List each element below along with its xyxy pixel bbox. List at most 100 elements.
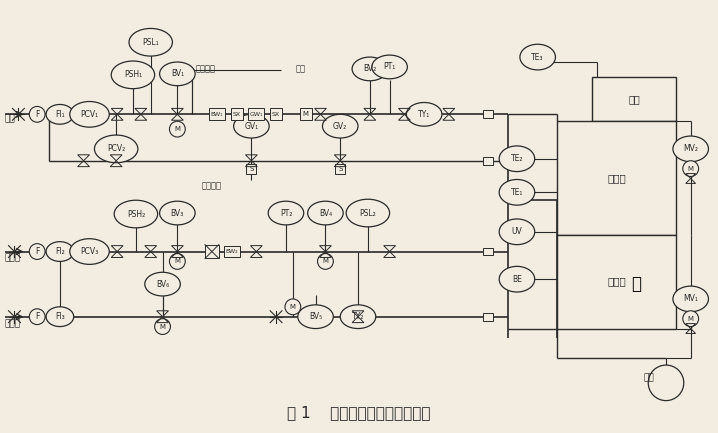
Circle shape bbox=[29, 309, 45, 325]
Bar bbox=[246, 164, 256, 174]
Bar bbox=[230, 108, 243, 120]
Ellipse shape bbox=[298, 305, 333, 329]
Text: S: S bbox=[249, 165, 253, 171]
Ellipse shape bbox=[340, 305, 376, 329]
Text: M: M bbox=[174, 259, 180, 265]
Circle shape bbox=[29, 244, 45, 259]
Text: FI₂: FI₂ bbox=[55, 247, 65, 256]
Text: 风机: 风机 bbox=[643, 373, 654, 382]
Text: TE₂: TE₂ bbox=[510, 154, 523, 163]
Text: 烟道: 烟道 bbox=[628, 94, 640, 104]
Text: BV₅: BV₅ bbox=[309, 312, 322, 321]
Bar bbox=[483, 157, 493, 165]
Ellipse shape bbox=[372, 55, 407, 79]
Text: PCV₁: PCV₁ bbox=[80, 110, 98, 119]
Text: 吹扫蒸气: 吹扫蒸气 bbox=[202, 181, 222, 190]
Circle shape bbox=[683, 311, 699, 326]
Circle shape bbox=[285, 299, 301, 315]
Text: PCV₃: PCV₃ bbox=[80, 247, 98, 256]
Ellipse shape bbox=[114, 200, 158, 228]
Text: F: F bbox=[35, 247, 39, 256]
Text: FI₁: FI₁ bbox=[55, 110, 65, 119]
Text: PSH₁: PSH₁ bbox=[124, 70, 142, 79]
Text: BW₁: BW₁ bbox=[210, 112, 223, 117]
Circle shape bbox=[169, 253, 185, 269]
Bar bbox=[209, 108, 225, 120]
Ellipse shape bbox=[322, 114, 358, 138]
Text: M: M bbox=[688, 316, 694, 322]
Ellipse shape bbox=[520, 44, 556, 70]
Text: M: M bbox=[174, 126, 180, 132]
Text: MV₂: MV₂ bbox=[684, 144, 698, 153]
Text: BV₄: BV₄ bbox=[319, 209, 332, 217]
Text: TE₃: TE₃ bbox=[531, 52, 544, 61]
Ellipse shape bbox=[352, 57, 388, 81]
Ellipse shape bbox=[499, 146, 535, 171]
Circle shape bbox=[317, 253, 333, 269]
Text: PT₁: PT₁ bbox=[383, 62, 396, 71]
Ellipse shape bbox=[145, 272, 180, 296]
Ellipse shape bbox=[308, 201, 343, 225]
Bar bbox=[483, 248, 493, 255]
Ellipse shape bbox=[673, 286, 709, 312]
Bar bbox=[557, 235, 676, 329]
Ellipse shape bbox=[499, 219, 535, 245]
Bar bbox=[335, 164, 345, 174]
Text: SX: SX bbox=[272, 112, 280, 117]
Ellipse shape bbox=[46, 242, 74, 262]
Text: M: M bbox=[159, 323, 166, 330]
Text: PT₂: PT₂ bbox=[280, 209, 292, 217]
Ellipse shape bbox=[70, 239, 109, 265]
Text: TY₁: TY₁ bbox=[418, 110, 430, 119]
Ellipse shape bbox=[111, 61, 154, 89]
Ellipse shape bbox=[406, 103, 442, 126]
Text: 图 1    燃烧系统原则流程控制图: 图 1 燃烧系统原则流程控制图 bbox=[287, 405, 431, 420]
Text: GW₁: GW₁ bbox=[250, 112, 263, 117]
Text: 吹扫空气: 吹扫空气 bbox=[195, 65, 215, 74]
Ellipse shape bbox=[233, 114, 269, 138]
Circle shape bbox=[683, 161, 699, 177]
Text: TE₁: TE₁ bbox=[510, 188, 523, 197]
Text: PSL₂: PSL₂ bbox=[360, 209, 376, 217]
Bar bbox=[270, 108, 282, 120]
Ellipse shape bbox=[159, 201, 195, 225]
Ellipse shape bbox=[129, 29, 172, 56]
Bar bbox=[248, 108, 264, 120]
Text: 放空: 放空 bbox=[296, 65, 306, 74]
Text: BV₆: BV₆ bbox=[156, 280, 169, 289]
Circle shape bbox=[169, 121, 185, 137]
Ellipse shape bbox=[46, 307, 74, 326]
Text: BV₃: BV₃ bbox=[171, 209, 184, 217]
Ellipse shape bbox=[673, 136, 709, 162]
Bar bbox=[300, 108, 312, 120]
Text: 燃烧室: 燃烧室 bbox=[607, 277, 626, 287]
Text: PSH₂: PSH₂ bbox=[127, 210, 145, 219]
Text: BV₁: BV₁ bbox=[171, 69, 184, 78]
Ellipse shape bbox=[499, 180, 535, 205]
Bar bbox=[483, 313, 493, 321]
Text: TY₂: TY₂ bbox=[352, 312, 364, 321]
Ellipse shape bbox=[70, 101, 109, 127]
Text: PCV₂: PCV₂ bbox=[107, 144, 125, 153]
Bar bbox=[224, 246, 240, 258]
Text: MV₁: MV₁ bbox=[684, 294, 698, 304]
Ellipse shape bbox=[159, 62, 195, 86]
Circle shape bbox=[154, 319, 170, 334]
Text: M: M bbox=[290, 304, 296, 310]
Text: M: M bbox=[688, 165, 694, 171]
Text: 回油口: 回油口 bbox=[4, 319, 21, 328]
Text: BW₂: BW₂ bbox=[225, 249, 238, 254]
Text: 混合室: 混合室 bbox=[607, 173, 626, 183]
Text: SX: SX bbox=[233, 112, 241, 117]
Text: BE: BE bbox=[512, 275, 522, 284]
Bar bbox=[557, 121, 676, 235]
Text: 🔥: 🔥 bbox=[631, 275, 641, 293]
Text: F: F bbox=[35, 312, 39, 321]
Bar bbox=[592, 77, 676, 121]
Text: GV₂: GV₂ bbox=[333, 122, 348, 131]
Text: FI₃: FI₃ bbox=[55, 312, 65, 321]
Text: UV: UV bbox=[511, 227, 522, 236]
Circle shape bbox=[648, 365, 684, 401]
Bar bbox=[205, 245, 219, 259]
Ellipse shape bbox=[499, 266, 535, 292]
